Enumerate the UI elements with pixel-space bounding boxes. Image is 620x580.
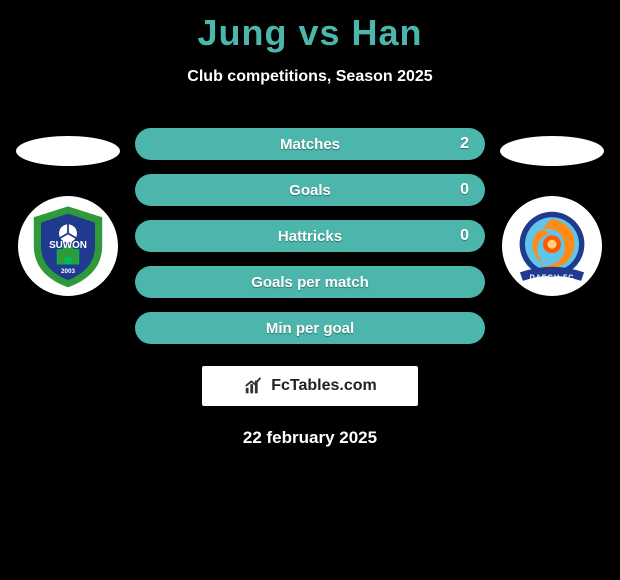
svg-text:2003: 2003 [61,268,76,275]
stat-row-goals: Goals 0 [135,174,485,206]
stat-right-value: 0 [460,227,469,245]
stat-label: Hattricks [278,228,342,245]
page-title: Jung vs Han [0,0,620,54]
date-line: 22 february 2025 [0,428,620,448]
right-team-crest: DAEGU FC [502,196,602,296]
stat-row-goals-per-match: Goals per match [135,266,485,298]
left-disc [16,136,120,166]
right-column: DAEGU FC [497,128,607,296]
branding-badge: FcTables.com [202,366,418,406]
left-column: SUWON 2003 [13,128,123,296]
left-team-crest: SUWON 2003 [18,196,118,296]
stat-label: Goals per match [251,274,369,291]
stat-label: Matches [280,136,340,153]
daegu-crest-icon: DAEGU FC [507,201,597,291]
right-disc [500,136,604,166]
chart-icon [243,375,265,397]
svg-text:DAEGU FC: DAEGU FC [530,272,575,281]
subtitle: Club competitions, Season 2025 [0,68,620,86]
stats-column: Matches 2 Goals 0 Hattricks 0 Goals per … [135,128,485,344]
stats-area: SUWON 2003 Matches 2 Goals 0 Hattricks 0… [0,128,620,344]
svg-text:SUWON: SUWON [49,240,87,251]
stat-label: Goals [289,182,331,199]
stat-right-value: 0 [460,181,469,199]
suwon-crest-icon: SUWON 2003 [23,201,113,291]
stat-row-matches: Matches 2 [135,128,485,160]
stat-label: Min per goal [266,320,354,337]
stat-row-min-per-goal: Min per goal [135,312,485,344]
stat-right-value: 2 [460,135,469,153]
stat-row-hattricks: Hattricks 0 [135,220,485,252]
branding-text: FcTables.com [271,377,377,395]
